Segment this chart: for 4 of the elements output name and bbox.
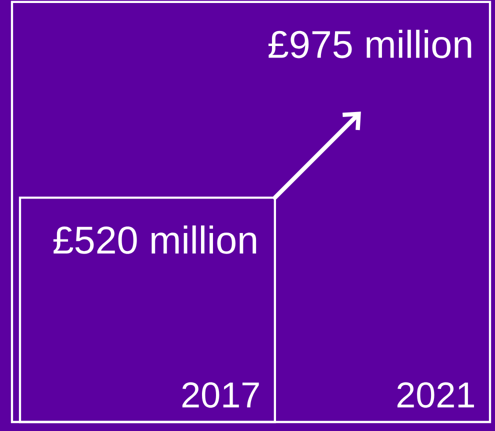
data-label: £520 million [53,225,256,254]
category-label: 2017 [182,382,259,408]
data-label: £975 million [268,30,472,58]
category-label: 2021 [397,382,474,408]
